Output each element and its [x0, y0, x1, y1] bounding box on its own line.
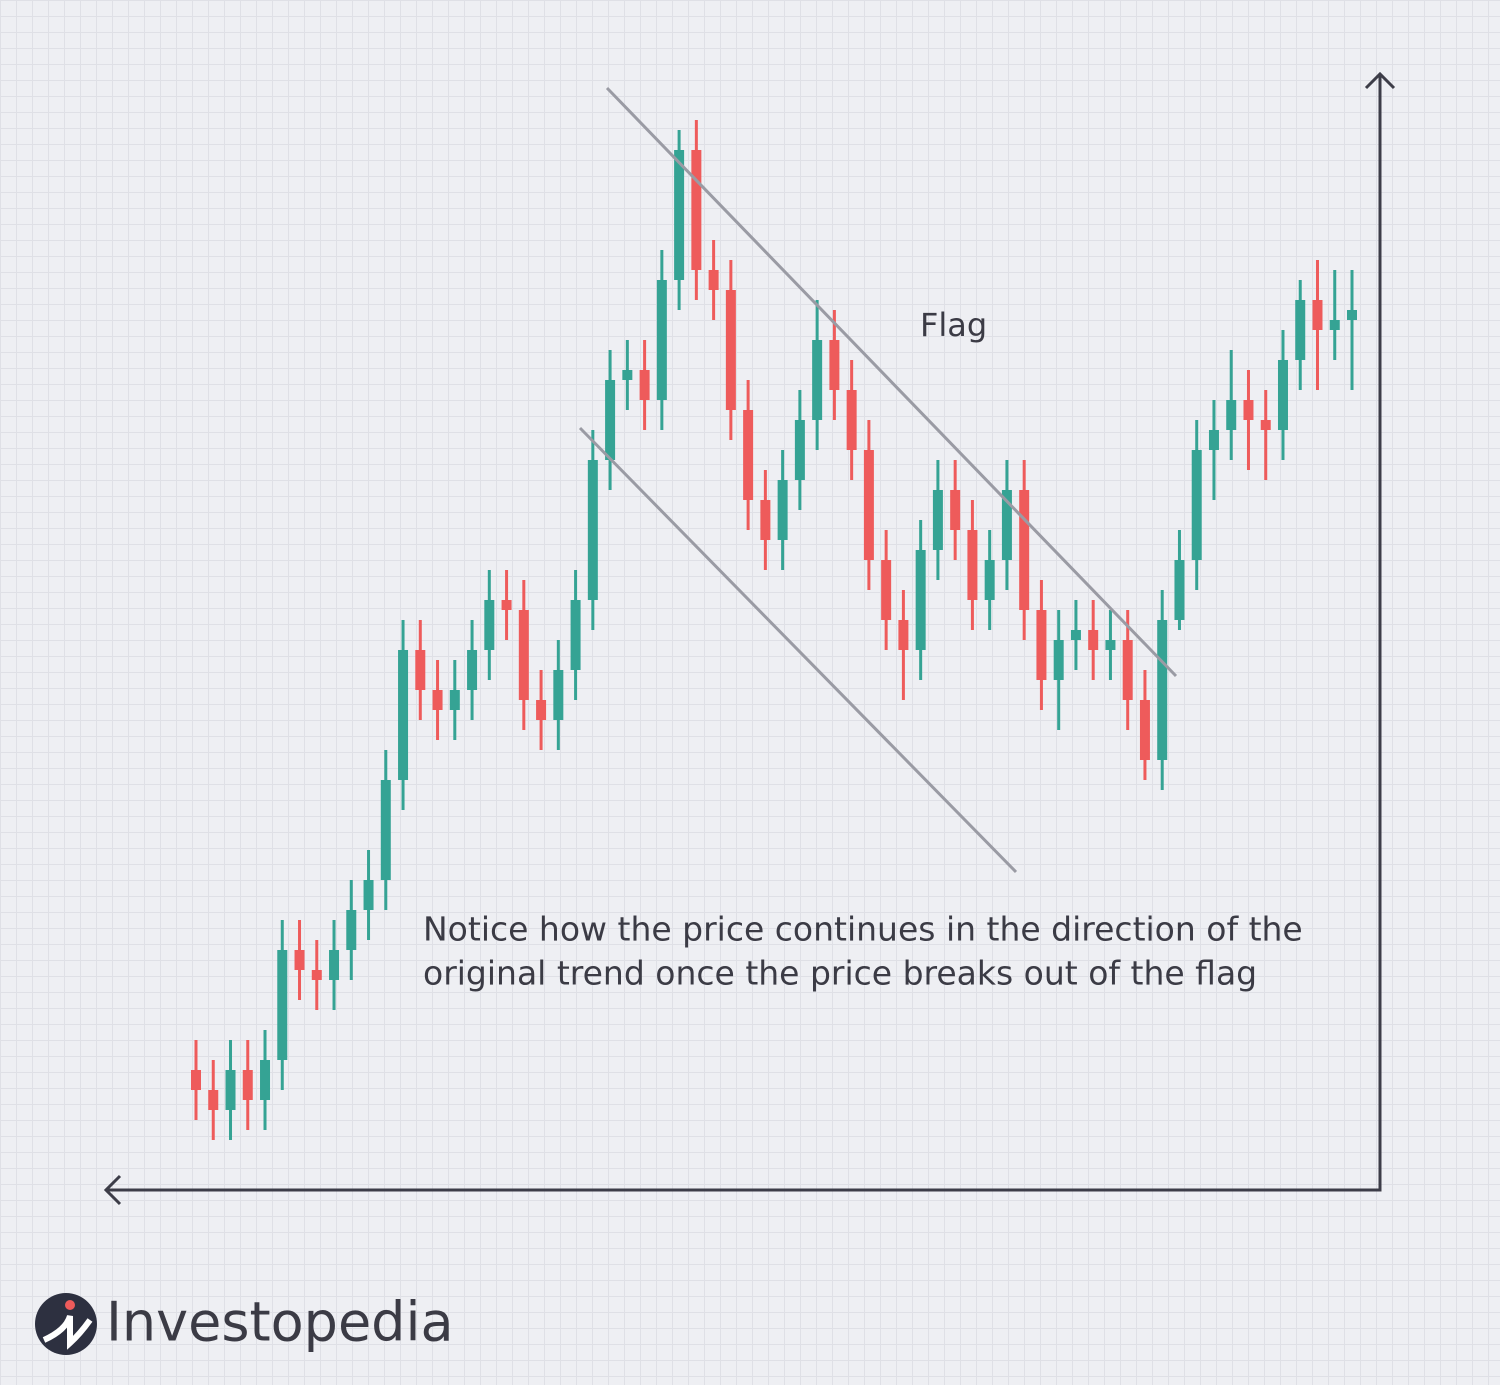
candle-body	[484, 600, 495, 650]
candle-body	[898, 620, 909, 650]
candle-body	[743, 410, 754, 500]
note-line: original trend once the price breaks out…	[423, 954, 1257, 993]
candle-body	[1347, 310, 1357, 320]
candle-body	[242, 1070, 253, 1100]
x-axis-arrow	[103, 1174, 122, 1206]
candle-body	[1139, 700, 1150, 760]
candle-body	[605, 380, 616, 460]
candle-body	[1105, 640, 1116, 650]
candle-body	[950, 490, 961, 530]
candle-body	[1312, 300, 1323, 330]
candle-body	[984, 560, 995, 600]
flag-lower-line	[578, 426, 1018, 874]
candles	[191, 120, 1357, 1140]
candle-body	[1174, 560, 1185, 620]
candle-body	[708, 270, 719, 290]
candle-body	[1019, 490, 1030, 610]
candle-body	[1295, 300, 1306, 360]
candle-body	[1036, 610, 1047, 680]
candle-body	[777, 480, 788, 540]
candle-body	[691, 150, 702, 270]
candle-body	[346, 910, 357, 950]
logo-dot	[65, 1300, 75, 1310]
candle-body	[932, 490, 943, 550]
candle-body	[449, 690, 460, 710]
note-line: Notice how the price continues in the di…	[423, 910, 1303, 949]
candle-body	[1277, 360, 1288, 430]
brand: Investopedia	[106, 1291, 454, 1354]
candle-body	[1122, 640, 1133, 700]
candle-body	[674, 150, 685, 280]
candle-body	[467, 650, 478, 690]
candle-body	[1088, 630, 1099, 650]
candle-body	[1070, 630, 1081, 640]
candle-body	[260, 1060, 271, 1100]
axis-lines	[106, 74, 1382, 1192]
candle-body	[415, 650, 426, 690]
candle-body	[363, 880, 374, 910]
candle-body	[794, 420, 805, 480]
candle-body	[311, 970, 322, 980]
candle-body	[1226, 400, 1237, 430]
candle-body	[967, 530, 978, 600]
candle-body	[1243, 400, 1254, 420]
candle-body	[587, 460, 598, 600]
candle-body	[1053, 640, 1064, 680]
candle-body	[915, 550, 926, 650]
candle-body	[863, 450, 874, 560]
candle-body	[225, 1070, 236, 1110]
flag-lines	[578, 86, 1178, 874]
candle-body	[829, 340, 840, 390]
candle-body	[553, 670, 564, 720]
candle-body	[846, 390, 857, 450]
candle-body	[1329, 320, 1340, 330]
candle-body	[622, 370, 633, 380]
candle-body	[639, 370, 650, 400]
axes	[103, 71, 1396, 1206]
candle-body	[1260, 420, 1271, 430]
candle-body	[380, 780, 391, 880]
candle-body	[881, 560, 892, 620]
candle-body	[812, 340, 823, 420]
candle-body	[725, 290, 736, 410]
candle-body	[501, 600, 512, 610]
candle-body	[398, 650, 409, 780]
candle-body	[536, 700, 547, 720]
candle-body	[329, 950, 340, 980]
candle-body	[277, 950, 288, 1060]
candle-body	[208, 1090, 219, 1110]
flag-label: Flag	[920, 306, 987, 344]
candle-body	[518, 610, 529, 700]
logo: Investopedia	[35, 1291, 454, 1355]
candle-body	[1208, 430, 1219, 450]
candle-body	[294, 950, 305, 970]
candle-body	[656, 280, 667, 400]
candle-body	[760, 500, 771, 540]
candle-body	[1157, 620, 1168, 760]
logo-mark	[42, 1314, 93, 1350]
flag-upper-line	[605, 86, 1178, 678]
candle-body	[191, 1070, 201, 1090]
candle-body	[432, 690, 443, 710]
candle-body	[1001, 490, 1012, 560]
candle-body	[1191, 450, 1202, 560]
candle-body	[570, 600, 581, 670]
